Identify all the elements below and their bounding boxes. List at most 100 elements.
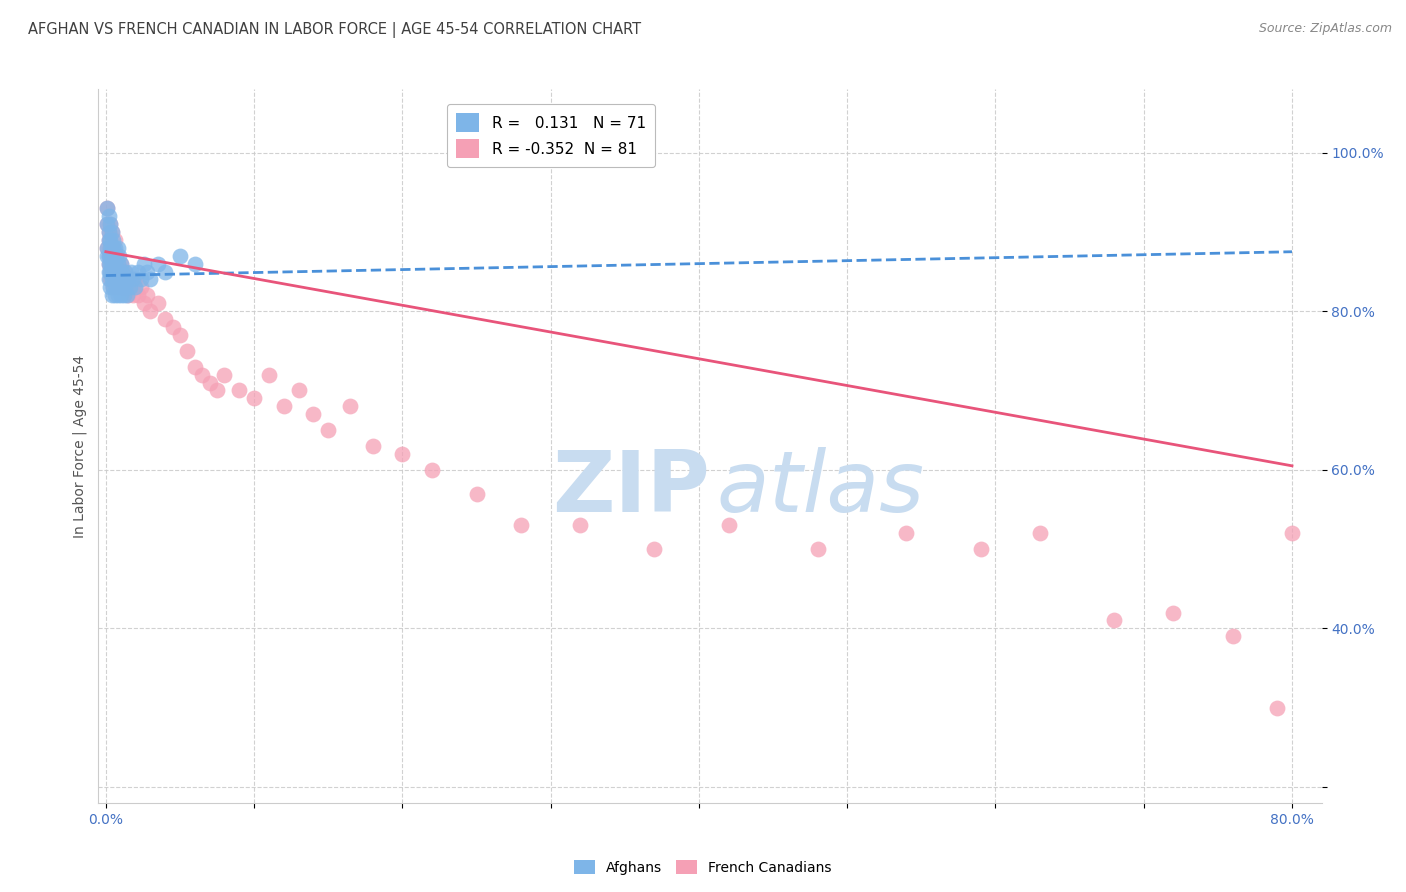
Point xyxy=(124,280,146,294)
Point xyxy=(96,217,118,231)
Point xyxy=(127,288,149,302)
Point xyxy=(100,249,122,263)
Point xyxy=(124,272,146,286)
Point xyxy=(103,280,125,294)
Point xyxy=(107,257,129,271)
Point xyxy=(131,280,153,294)
Point xyxy=(176,343,198,358)
Point xyxy=(110,288,132,302)
Point xyxy=(806,542,828,557)
Point xyxy=(100,225,122,239)
Point xyxy=(97,257,120,271)
Point xyxy=(184,359,207,374)
Point xyxy=(96,217,118,231)
Point xyxy=(316,423,339,437)
Point xyxy=(136,288,159,302)
Point xyxy=(134,296,156,310)
Point xyxy=(110,272,132,286)
Point xyxy=(191,368,214,382)
Point xyxy=(420,463,443,477)
Point xyxy=(139,304,162,318)
Point xyxy=(97,233,120,247)
Point xyxy=(1265,700,1288,714)
Point xyxy=(205,384,228,398)
Point xyxy=(139,272,162,286)
Point xyxy=(169,249,191,263)
Point xyxy=(118,280,141,294)
Point xyxy=(108,264,131,278)
Point xyxy=(104,241,127,255)
Point xyxy=(100,272,122,286)
Point xyxy=(97,233,120,247)
Point xyxy=(105,280,128,294)
Point xyxy=(98,257,121,271)
Point xyxy=(1029,526,1052,541)
Point xyxy=(108,280,131,294)
Point xyxy=(103,272,125,286)
Text: AFGHAN VS FRENCH CANADIAN IN LABOR FORCE | AGE 45-54 CORRELATION CHART: AFGHAN VS FRENCH CANADIAN IN LABOR FORCE… xyxy=(28,22,641,38)
Point xyxy=(121,272,143,286)
Point xyxy=(121,288,143,302)
Point xyxy=(127,264,149,278)
Point xyxy=(103,241,125,255)
Point xyxy=(107,272,129,286)
Point xyxy=(104,233,127,247)
Point xyxy=(98,233,121,247)
Point xyxy=(120,272,142,286)
Point xyxy=(122,280,145,294)
Point xyxy=(96,249,118,263)
Point xyxy=(105,249,128,263)
Point xyxy=(257,368,280,382)
Point xyxy=(97,249,120,263)
Point xyxy=(98,264,121,278)
Point xyxy=(105,272,128,286)
Point xyxy=(97,209,120,223)
Point xyxy=(105,280,128,294)
Point xyxy=(339,400,361,414)
Point xyxy=(105,264,128,278)
Point xyxy=(510,518,533,533)
Point xyxy=(104,288,127,302)
Point xyxy=(110,272,132,286)
Point xyxy=(162,320,184,334)
Point xyxy=(110,257,132,271)
Point xyxy=(100,257,122,271)
Point xyxy=(110,257,132,271)
Point xyxy=(108,249,131,263)
Point xyxy=(361,439,384,453)
Y-axis label: In Labor Force | Age 45-54: In Labor Force | Age 45-54 xyxy=(73,354,87,538)
Point xyxy=(103,257,125,271)
Point xyxy=(117,288,139,302)
Point xyxy=(111,280,134,294)
Point xyxy=(104,272,127,286)
Point xyxy=(108,280,131,294)
Point xyxy=(96,241,118,255)
Point xyxy=(243,392,266,406)
Point xyxy=(97,257,120,271)
Point xyxy=(114,264,136,278)
Point xyxy=(111,280,134,294)
Point xyxy=(105,249,128,263)
Point xyxy=(96,201,118,215)
Point xyxy=(98,217,121,231)
Point xyxy=(100,241,122,255)
Point xyxy=(100,225,122,239)
Point xyxy=(100,257,122,271)
Point xyxy=(100,288,122,302)
Point xyxy=(198,376,221,390)
Point xyxy=(100,264,122,278)
Point xyxy=(169,328,191,343)
Point xyxy=(96,241,118,255)
Point xyxy=(1102,614,1125,628)
Point xyxy=(391,447,413,461)
Point xyxy=(97,264,120,278)
Point xyxy=(107,241,129,255)
Point xyxy=(146,257,169,271)
Point xyxy=(98,280,121,294)
Point xyxy=(97,249,120,263)
Point xyxy=(969,542,991,557)
Point xyxy=(1222,629,1244,643)
Point xyxy=(114,280,136,294)
Point xyxy=(146,296,169,310)
Point xyxy=(115,272,138,286)
